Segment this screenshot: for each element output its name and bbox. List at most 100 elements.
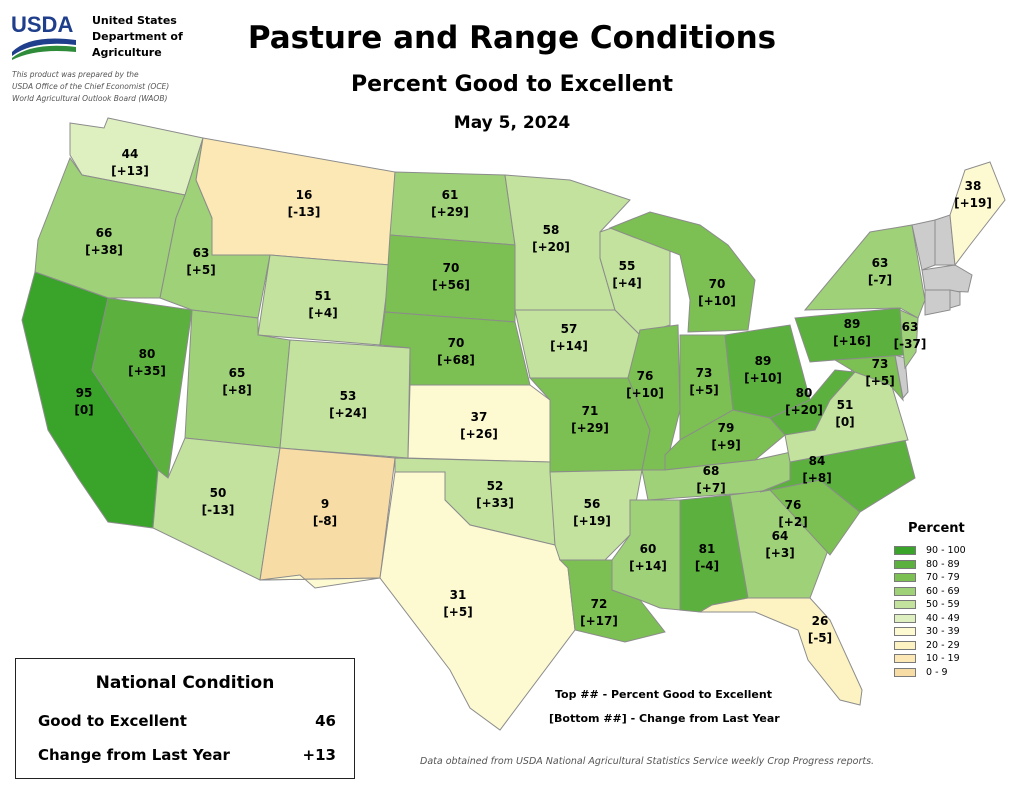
legend-label: 60 - 69: [926, 585, 960, 597]
state-TX[interactable]: [259, 471, 576, 731]
state-value-NE: 70: [448, 336, 465, 350]
state-change-PA: [+16]: [833, 334, 871, 348]
legend-item: 0 - 9: [894, 666, 966, 680]
legend-label: 90 - 100: [926, 545, 966, 557]
state-value-IL: 76: [637, 369, 654, 383]
good-to-excellent-row: Good to Excellent 46: [38, 712, 336, 730]
state-change-OH: [+10]: [744, 371, 782, 385]
state-value-WY: 51: [315, 289, 332, 303]
state-value-NV: 80: [139, 347, 156, 361]
state-value-OR: 66: [96, 226, 113, 240]
legend-label: 0 - 9: [926, 666, 948, 678]
prepared-note: This product was prepared by the USDA Of…: [12, 70, 170, 103]
state-PA[interactable]: [794, 307, 906, 363]
state-value-PA: 89: [844, 317, 861, 331]
good-to-excellent-value: 46: [315, 712, 336, 730]
legend-item: 70 - 79: [894, 571, 966, 585]
state-change-KY: [+9]: [711, 438, 740, 452]
state-change-IN: [+5]: [689, 383, 718, 397]
state-value-WI: 55: [619, 259, 636, 273]
state-value-MO: 71: [582, 404, 599, 418]
source-note: Data obtained from USDA National Agricul…: [420, 756, 875, 767]
state-NC[interactable]: [759, 439, 916, 513]
state-NY[interactable]: [803, 224, 926, 319]
state-value-TN: 68: [703, 464, 720, 478]
state-value-NC: 84: [809, 454, 826, 468]
state-change-IL: [+10]: [626, 386, 664, 400]
national-condition-box: National Condition Good to Excellent 46 …: [15, 658, 355, 779]
legend-swatch: [894, 640, 916, 650]
state-change-WV: [+20]: [785, 403, 823, 417]
state-value-ME: 38: [965, 179, 982, 193]
state-value-ND: 61: [442, 188, 459, 202]
legend-swatch: [894, 627, 916, 637]
key-bottom-note: [Bottom ##] - Change from Last Year: [549, 712, 780, 725]
legend-label: 80 - 89: [926, 558, 960, 570]
good-to-excellent-label: Good to Excellent: [38, 712, 187, 730]
state-value-IA: 57: [561, 322, 578, 336]
state-change-TN: [+7]: [696, 481, 725, 495]
state-value-MN: 58: [543, 223, 560, 237]
state-change-KS: [+26]: [460, 427, 498, 441]
state-change-MO: [+29]: [571, 421, 609, 435]
state-CT[interactable]: [924, 289, 951, 316]
state-value-VA: 51: [837, 398, 854, 412]
legend-label: 70 - 79: [926, 572, 960, 584]
state-change-LA: [+17]: [580, 614, 618, 628]
state-change-MN: [+20]: [532, 240, 570, 254]
state-change-ME: [+19]: [954, 196, 992, 210]
state-FL[interactable]: [698, 597, 863, 706]
state-value-WV: 80: [796, 386, 813, 400]
legend-swatch: [894, 546, 916, 556]
usda-logo: USDA: [11, 12, 76, 60]
state-change-ID: [+5]: [186, 263, 215, 277]
state-change-GA: [+3]: [765, 546, 794, 560]
state-MI[interactable]: [608, 211, 756, 333]
change-from-last-year-row: Change from Last Year +13: [38, 746, 336, 764]
state-change-OR: [+38]: [85, 243, 123, 257]
state-change-TX: [+5]: [443, 605, 472, 619]
legend-label: 40 - 49: [926, 612, 960, 624]
legend-swatch: [894, 559, 916, 569]
state-RI[interactable]: [949, 289, 961, 309]
state-value-CO: 53: [340, 389, 357, 403]
state-change-NJ: [-37]: [894, 337, 927, 351]
state-change-NC: [+8]: [802, 471, 831, 485]
state-value-GA: 64: [772, 529, 789, 543]
state-value-OK: 52: [487, 479, 504, 493]
key-top-note: Top ## - Percent Good to Excellent: [555, 688, 772, 701]
state-change-OK: [+33]: [476, 496, 514, 510]
state-change-NE: [+68]: [437, 353, 475, 367]
state-labels: 44 [+13] 66 [+38] 95 [0] 80 [+35] 63 [+5] 16 [-13] 5…: [74, 147, 992, 645]
state-ME[interactable]: [949, 161, 1006, 267]
legend-item: 80 - 89: [894, 558, 966, 572]
state-value-TX: 31: [450, 588, 467, 602]
state-value-AL: 81: [699, 542, 716, 556]
legend-swatch: [894, 600, 916, 610]
state-change-VA: [0]: [835, 415, 854, 429]
legend-item: 20 - 29: [894, 639, 966, 653]
legend-rows: 90 - 100 80 - 89 70 - 79 60 - 69 50 - 59 40 -…: [894, 544, 966, 679]
state-change-AL: [-4]: [695, 559, 719, 573]
legend-swatch: [894, 573, 916, 583]
legend-swatch: [894, 654, 916, 664]
state-value-KY: 79: [718, 421, 735, 435]
legend-item: 60 - 69: [894, 585, 966, 599]
legend: Percent 90 - 100 80 - 89 70 - 79 60 - 69 50 …: [894, 521, 966, 679]
legend-label: 10 - 19: [926, 653, 960, 665]
legend-swatch: [894, 586, 916, 596]
agency-name: United States Department of Agriculture: [92, 14, 183, 59]
state-change-FL: [-5]: [808, 631, 832, 645]
legend-item: 50 - 59: [894, 598, 966, 612]
usda-logo-text: USDA: [11, 12, 73, 37]
state-change-NY: [-7]: [868, 273, 892, 287]
state-MA[interactable]: [921, 264, 973, 293]
state-change-MI: [+10]: [698, 294, 736, 308]
legend-item: 90 - 100: [894, 544, 966, 558]
legend-swatch: [894, 667, 916, 677]
state-change-AZ: [-13]: [202, 503, 235, 517]
state-value-UT: 65: [229, 366, 246, 380]
state-WV[interactable]: [769, 369, 857, 436]
national-condition-title: National Condition: [95, 673, 275, 693]
